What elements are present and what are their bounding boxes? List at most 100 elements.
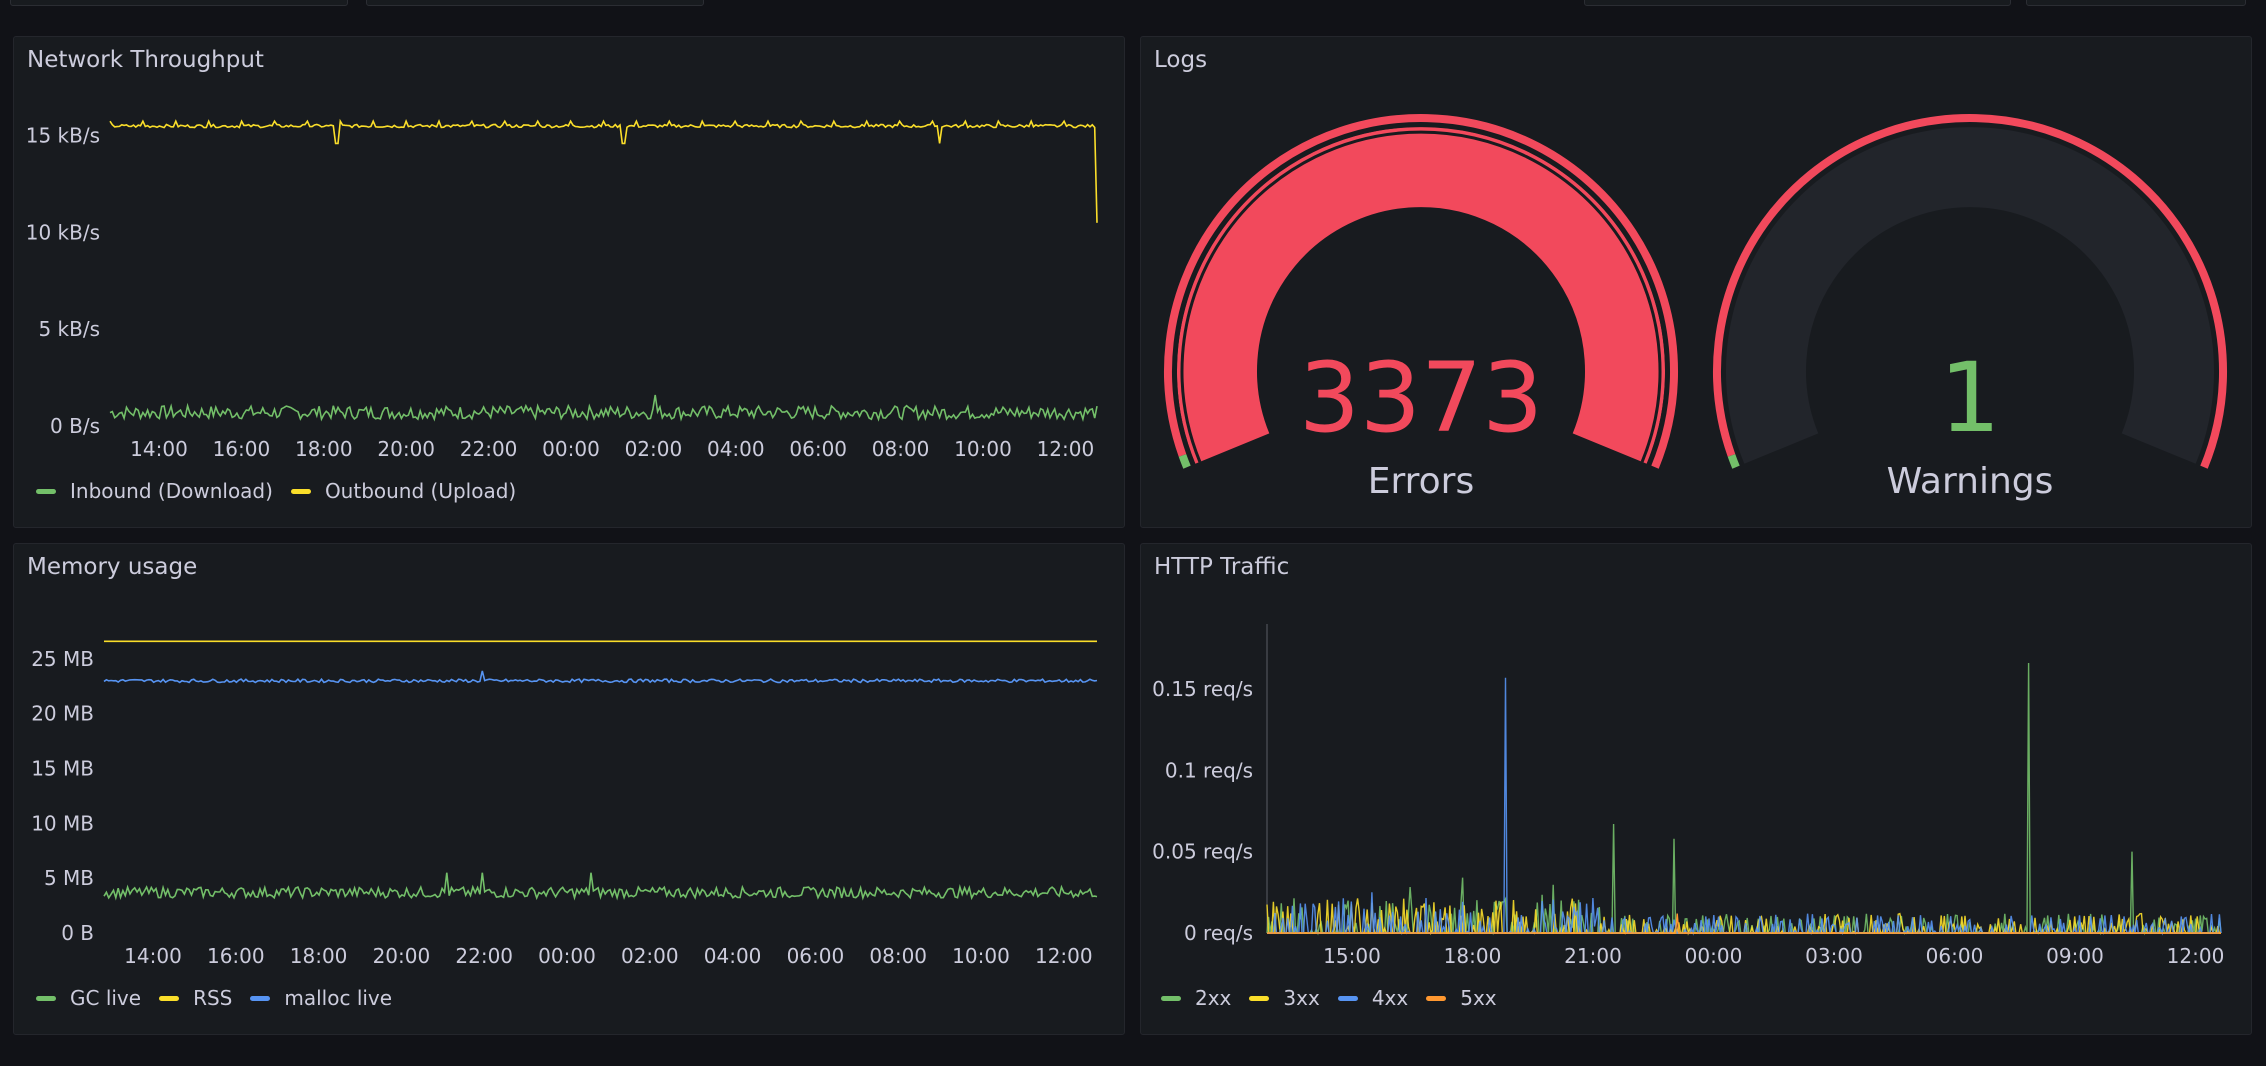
- refresh-picker[interactable]: [2026, 0, 2246, 6]
- y-tick-label: 0 B/s: [50, 414, 100, 438]
- legend-item-outbound[interactable]: Outbound (Upload): [290, 479, 517, 503]
- x-tick-label: 22:00: [455, 944, 513, 968]
- legend-swatch: [36, 488, 56, 494]
- legend-item-2xx[interactable]: 2xx: [1161, 986, 1231, 1010]
- x-tick-label: 09:00: [2046, 944, 2104, 968]
- y-tick-label: 10 kB/s: [26, 220, 100, 244]
- gauge-divider-arc: [1180, 130, 1662, 463]
- y-tick-label: 20 MB: [31, 702, 94, 726]
- y-tick-label: 10 MB: [31, 811, 94, 835]
- x-tick-label: 10:00: [954, 437, 1012, 461]
- legend-label: 4xx: [1371, 986, 1409, 1010]
- series-line: [103, 872, 1098, 901]
- time-range-picker[interactable]: [10, 0, 348, 6]
- x-tick-label: 02:00: [625, 437, 683, 461]
- legend-label: 3xx: [1283, 986, 1320, 1010]
- chart-legend: GC live RSS malloc live: [36, 986, 410, 1010]
- zoom-controls[interactable]: [1584, 0, 2011, 6]
- y-tick-label: 25 MB: [31, 647, 94, 671]
- y-tick-label: 0.15 req/s: [1152, 677, 1253, 701]
- legend-swatch: [1249, 995, 1270, 1001]
- legend-item-gc-live[interactable]: GC live: [36, 986, 141, 1010]
- x-tick-label: 02:00: [621, 944, 679, 968]
- x-tick-label: 16:00: [207, 944, 265, 968]
- errors-gauge: 3373 Errors: [1164, 114, 1678, 502]
- series-line: [1266, 662, 2222, 936]
- x-tick-label: 10:00: [952, 944, 1010, 968]
- x-tick-label: 20:00: [377, 437, 435, 461]
- warnings-label: Warnings: [1887, 461, 2054, 502]
- legend-label: 5xx: [1460, 986, 1497, 1010]
- http-traffic-chart: 0 req/s 0.05 req/s 0.1 req/s 0.15 req/s 15:0…: [1152, 624, 2225, 968]
- x-tick-label: 12:00: [1035, 944, 1093, 968]
- network-throughput-chart: 0 B/s 5 kB/s 10 kB/s 15 kB/s 14:00 16:00 18:00…: [26, 118, 1098, 461]
- panel-title: Logs: [1154, 47, 1208, 73]
- legend-swatch: [1337, 995, 1358, 1001]
- x-tick-label: 22:00: [460, 437, 518, 461]
- legend-item-malloc-live[interactable]: malloc live: [250, 986, 392, 1010]
- legend-swatch: [1426, 995, 1447, 1001]
- x-tick-label: 06:00: [789, 437, 847, 461]
- chart-legend: Inbound (Download) Outbound (Upload): [36, 479, 534, 503]
- x-tick-label: 00:00: [542, 437, 600, 461]
- y-tick-label: 0.05 req/s: [1152, 840, 1253, 864]
- series-line: [109, 394, 1098, 422]
- legend-label: Inbound (Download): [70, 479, 273, 503]
- legend-swatch: [1161, 995, 1181, 1001]
- legend-label: GC live: [70, 986, 142, 1010]
- threshold-arc: [1164, 114, 1678, 469]
- legend-label: malloc live: [284, 986, 393, 1010]
- y-tick-label: 0.1 req/s: [1165, 758, 1253, 782]
- legend-item-4xx[interactable]: 4xx: [1337, 986, 1409, 1010]
- legend-item-rss[interactable]: RSS: [159, 986, 232, 1010]
- legend-item-5xx[interactable]: 5xx: [1426, 986, 1497, 1010]
- x-tick-label: 15:00: [1323, 944, 1381, 968]
- series-line: [103, 670, 1098, 684]
- panel-title: Network Throughput: [27, 47, 264, 73]
- x-tick-label: 04:00: [704, 944, 762, 968]
- y-tick-label: 15 MB: [31, 757, 94, 781]
- series-line: [109, 118, 1098, 223]
- y-tick-label: 0 req/s: [1184, 921, 1253, 945]
- x-tick-label: 21:00: [1564, 944, 1622, 968]
- legend-label: 2xx: [1195, 986, 1232, 1010]
- threshold-arc: [1713, 114, 2227, 469]
- series-line: [1267, 913, 2221, 934]
- y-tick-label: 15 kB/s: [26, 124, 100, 148]
- gauge-arc: [1177, 127, 1665, 464]
- threshold-arc-green: [1178, 454, 1191, 469]
- gauge-divider-arc: [1173, 122, 1669, 466]
- x-tick-label: 06:00: [1926, 944, 1984, 968]
- legend-label: Outbound (Upload): [324, 479, 517, 503]
- x-tick-label: 20:00: [373, 944, 431, 968]
- legend-label: RSS: [193, 986, 233, 1010]
- x-tick-label: 18:00: [290, 944, 348, 968]
- x-tick-label: 00:00: [1685, 944, 1743, 968]
- x-tick-label: 14:00: [124, 944, 182, 968]
- legend-swatch: [36, 995, 56, 1001]
- y-tick-label: 5 kB/s: [38, 317, 100, 341]
- errors-value: 3373: [1299, 342, 1543, 454]
- panel-title: HTTP Traffic: [1154, 554, 1290, 580]
- legend-swatch: [250, 995, 271, 1001]
- network-throughput-panel: Network Throughput 0 B/s 5 kB/s 10 kB/s 15 …: [13, 36, 1125, 528]
- panel-title: Memory usage: [27, 554, 198, 580]
- legend-item-inbound[interactable]: Inbound (Download): [36, 479, 273, 503]
- x-tick-label: 06:00: [787, 944, 845, 968]
- errors-label: Errors: [1368, 461, 1475, 502]
- gauge-arc: [1726, 127, 2214, 464]
- x-tick-label: 18:00: [295, 437, 353, 461]
- y-tick-label: 0 B: [61, 921, 94, 945]
- x-tick-label: 08:00: [869, 944, 927, 968]
- memory-usage-panel: Memory usage 0 B 5 MB 10 MB 15 MB 20 MB 25 MB…: [13, 543, 1125, 1035]
- memory-usage-chart: 0 B 5 MB 10 MB 15 MB 20 MB 25 MB 14:00 16:00 18:…: [31, 640, 1098, 968]
- variable-selector[interactable]: [366, 0, 704, 6]
- legend-swatch: [290, 488, 311, 494]
- x-tick-label: 14:00: [130, 437, 188, 461]
- logs-panel: Logs 3373 Errors 1 Warnings: [1140, 36, 2252, 528]
- legend-item-3xx[interactable]: 3xx: [1249, 986, 1320, 1010]
- x-tick-label: 12:00: [2167, 944, 2225, 968]
- warnings-gauge: 1 Warnings: [1713, 114, 2227, 502]
- x-tick-label: 18:00: [1444, 944, 1502, 968]
- warnings-value: 1: [1939, 342, 2000, 454]
